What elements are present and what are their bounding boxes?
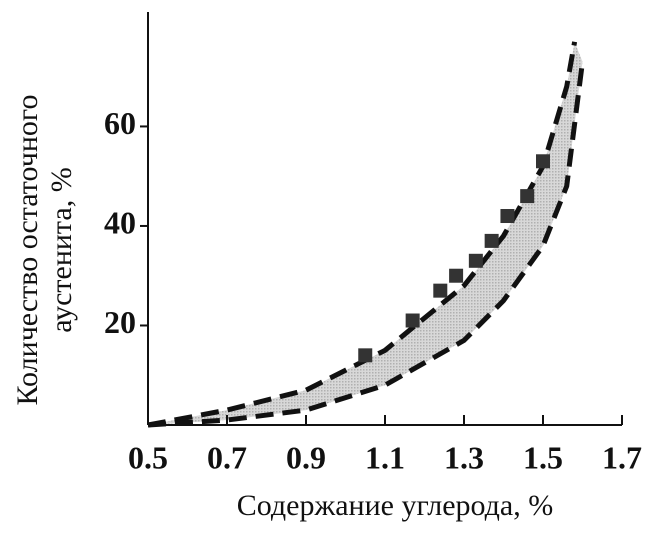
data-point bbox=[358, 348, 373, 363]
data-point bbox=[484, 233, 499, 248]
y-axis-title: Количество остаточного аустенита, % bbox=[11, 95, 78, 406]
data-point bbox=[520, 189, 535, 204]
y-axis-title-line: Количество остаточного bbox=[11, 95, 44, 406]
x-tick-label: 1.1 bbox=[365, 439, 405, 475]
x-tick-label: 0.9 bbox=[286, 439, 326, 475]
data-point bbox=[536, 154, 550, 169]
band-edge bbox=[147, 61, 585, 428]
data-point bbox=[449, 268, 464, 283]
y-tick-label: 20 bbox=[104, 304, 136, 340]
y-axis-title-line: аустенита, % bbox=[45, 167, 78, 332]
x-tick-label: 0.7 bbox=[207, 439, 247, 475]
data-point bbox=[468, 253, 483, 268]
data-point bbox=[433, 283, 448, 298]
band-fill bbox=[148, 41, 583, 426]
x-tick-label: 1.7 bbox=[602, 439, 642, 475]
band-edge bbox=[147, 41, 578, 428]
x-tick-label: 1.3 bbox=[444, 439, 484, 475]
data-point bbox=[405, 313, 420, 328]
y-tick-label: 60 bbox=[104, 105, 136, 141]
data-point bbox=[500, 209, 515, 224]
x-tick-label: 1.5 bbox=[523, 439, 563, 475]
y-tick-label: 40 bbox=[104, 204, 136, 240]
x-axis-title: Содержание углерода, % bbox=[237, 489, 553, 522]
x-tick-label: 0.5 bbox=[128, 439, 168, 475]
